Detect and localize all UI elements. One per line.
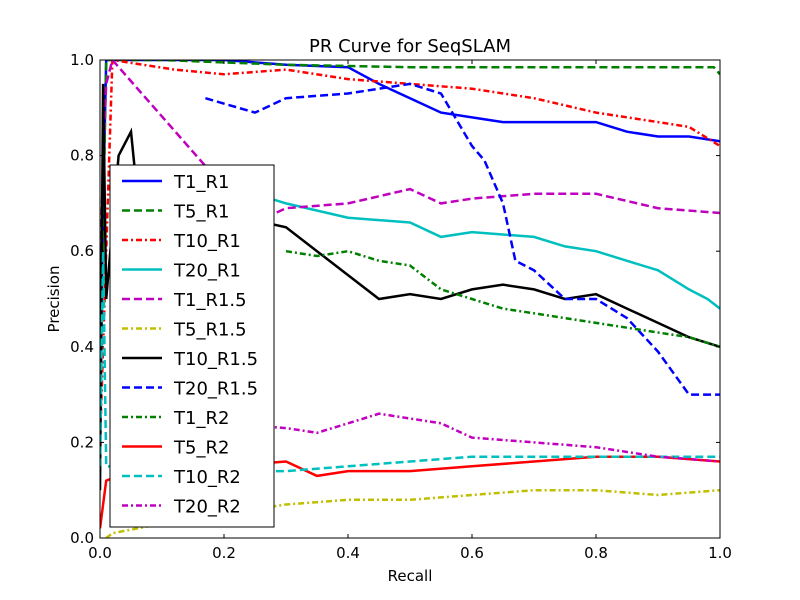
chart-title: PR Curve for SeqSLAM: [309, 36, 511, 57]
series-line-t20-r1-5: [205, 82, 720, 396]
series-line-t10-r2: [100, 251, 720, 473]
legend-label: T1_R1: [173, 172, 229, 193]
legend-label: T20_R2: [173, 497, 241, 518]
legend-label: T20_R1: [173, 261, 241, 282]
series-line-t1-r1-5: [100, 60, 720, 300]
y-tick-label: 1.0: [70, 51, 94, 69]
plot-frame: [99, 59, 721, 539]
y-axis-title: Precision: [45, 266, 63, 333]
x-tick-label: 0.8: [584, 544, 608, 562]
series-line-t10-r1-5: [100, 83, 720, 491]
series-line-t5-r1-5: [105, 488, 720, 538]
x-tick-label: 1.0: [708, 544, 732, 562]
series-layer: [100, 60, 720, 538]
legend-label: T5_R1: [173, 202, 229, 223]
legend-box: [109, 164, 275, 528]
legend-label: T10_R2: [173, 467, 241, 488]
legend-label: T1_R1.5: [173, 290, 247, 311]
x-tick-label: 0.6: [460, 544, 484, 562]
legend: T1_R1 T5_R1 T10_R1 T20_R1 T1_R1.5 T5_R1.5 T10_…: [109, 164, 275, 528]
plot-area: 0.0 0.2 0.4 0.6 0.8 1.0 0.0 0.2 0.4 0.6 0.8 1.0: [70, 51, 732, 562]
y-tick-label: 0.6: [70, 242, 94, 260]
legend-label: T10_R1: [173, 231, 241, 252]
legend-label: T1_R2: [173, 408, 229, 429]
series-line-t1-r1: [100, 60, 720, 443]
y-tick-label: 0.0: [70, 529, 94, 547]
series-line-t1-r2: [285, 249, 720, 348]
series-line-t20-r1: [254, 192, 720, 310]
series-line-t5-r1: [100, 60, 720, 395]
y-tick-label: 0.8: [70, 147, 94, 165]
x-axis-title: Recall: [388, 567, 433, 585]
x-tick-label: 0.2: [212, 544, 236, 562]
y-tick-label: 0.2: [70, 433, 94, 451]
legend-label: T5_R2: [173, 438, 229, 459]
y-tick-label: 0.4: [70, 338, 94, 356]
x-tick-label: 0.0: [88, 544, 112, 562]
legend-label: T20_R1.5: [173, 379, 258, 400]
series-line-t20-r2: [223, 412, 720, 463]
legend-label: T5_R1.5: [173, 320, 247, 341]
legend-label: T10_R1.5: [173, 349, 258, 370]
x-tick-label: 0.4: [336, 544, 360, 562]
tick-layer: 0.0 0.2 0.4 0.6 0.8 1.0 0.0 0.2 0.4 0.6 0.8 1.0: [70, 51, 732, 562]
